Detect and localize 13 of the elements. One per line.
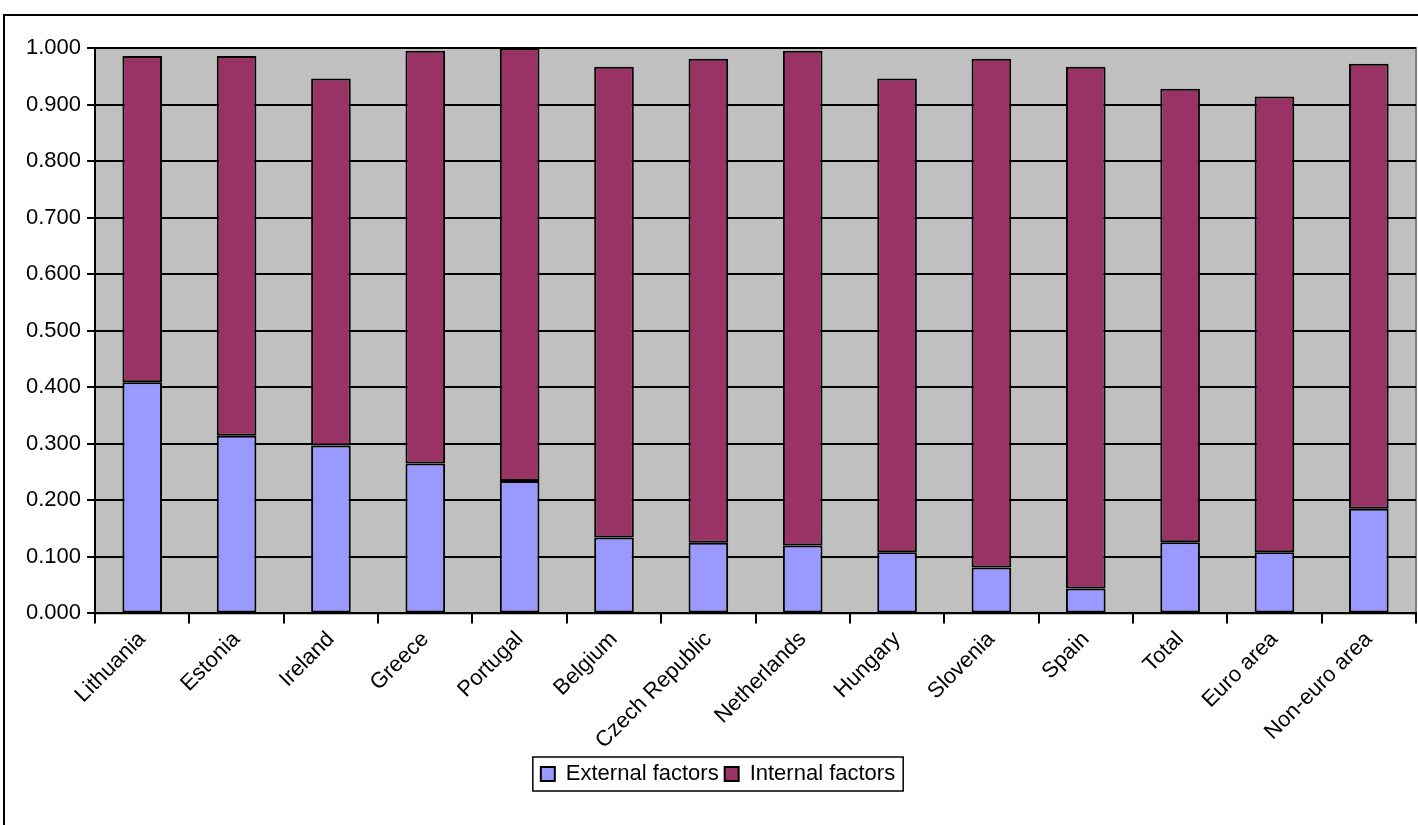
- y-tick-label: 0.300: [25, 429, 82, 455]
- y-tick-label: 0.600: [25, 260, 82, 286]
- y-tick-label: 0.500: [25, 316, 82, 342]
- y-tick-label: 0.400: [25, 373, 82, 399]
- y-tick-label: 0.900: [25, 90, 82, 116]
- y-tick-label: 0.800: [25, 147, 82, 173]
- y-tick-label: 0.200: [25, 486, 82, 512]
- y-tick-label: 0.700: [25, 203, 82, 229]
- y-tick-label: 0.100: [25, 542, 82, 568]
- legend-label: External factors: [565, 760, 719, 786]
- y-tick-label: 0.000: [25, 599, 82, 625]
- legend-label: Internal factors: [749, 760, 896, 786]
- y-tick-label: 1.000: [25, 34, 82, 60]
